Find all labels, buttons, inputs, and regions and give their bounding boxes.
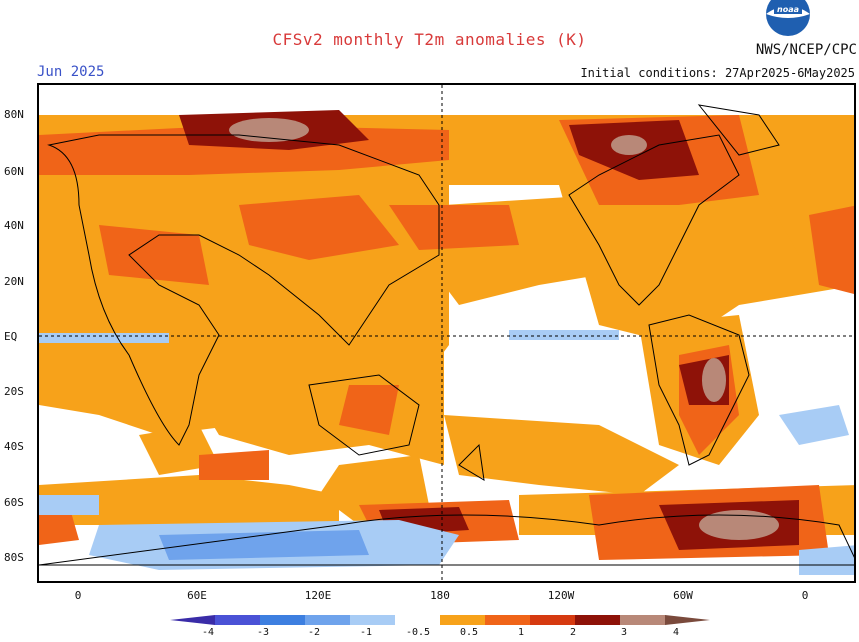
lat-label: 80N (4, 108, 24, 121)
lon-label: 0 (74, 589, 82, 602)
coastlines (39, 104, 854, 566)
colorbar-tick: 1 (517, 627, 525, 638)
colorbar-segment (620, 615, 666, 625)
lon-label: 0 (801, 589, 809, 602)
anomaly-brown-region (229, 118, 779, 540)
lat-label: 20S (4, 385, 24, 398)
colorbar-tick: 3 (620, 627, 628, 638)
forecast-month: Jun 2025 (37, 64, 105, 80)
colorbar-segment (665, 615, 710, 625)
colorbar-segment (395, 615, 441, 625)
svg-text:noaa: noaa (777, 5, 799, 14)
colorbar-tick: -0.5 (405, 627, 431, 638)
lat-label: 60S (4, 496, 24, 509)
lon-label: 120E (304, 589, 332, 602)
colorbar (170, 615, 710, 625)
colorbar-segment (350, 615, 396, 625)
lat-label: 80S (4, 551, 24, 564)
colorbar-segment (215, 615, 261, 625)
lat-label: 60N (4, 165, 24, 178)
colorbar-tick: 2 (569, 627, 577, 638)
colorbar-tick: -3 (256, 627, 270, 638)
colorbar-tick: -2 (307, 627, 321, 638)
colorbar-tick: -1 (359, 627, 373, 638)
colorbar-segment (170, 615, 215, 625)
lat-label: EQ (4, 330, 18, 343)
lat-label: 20N (4, 275, 24, 288)
colorbar-tick: -4 (201, 627, 215, 638)
map-title: CFSv2 monthly T2m anomalies (K) (272, 30, 587, 49)
colorbar-segment (305, 615, 351, 625)
lon-label: 60W (673, 589, 693, 602)
colorbar-segment (530, 615, 576, 625)
lon-label: 120W (547, 589, 575, 602)
lat-label: 40N (4, 219, 24, 232)
initial-conditions: Initial conditions: 27Apr2025-6May2025 (580, 66, 855, 80)
anomaly-medblue-region (159, 530, 369, 560)
colorbar-tick: 4 (672, 627, 680, 638)
anomaly-map (37, 83, 856, 583)
agency-label: NWS/NCEP/CPC (755, 42, 857, 58)
lon-label: 60E (187, 589, 207, 602)
lon-label: 180 (430, 589, 450, 602)
noaa-logo: noaa (766, 0, 810, 36)
colorbar-segment (440, 615, 486, 625)
colorbar-segment (260, 615, 306, 625)
colorbar-segment (485, 615, 531, 625)
colorbar-tick: 0.5 (459, 627, 479, 638)
lat-label: 40S (4, 440, 24, 453)
anomaly-darkred-region (179, 110, 799, 550)
colorbar-segment (575, 615, 621, 625)
